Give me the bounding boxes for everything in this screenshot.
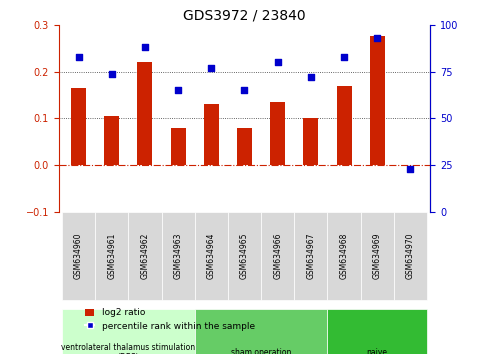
Bar [104,116,119,165]
Bar [270,102,285,165]
Bar [303,119,318,165]
Point [141,45,148,50]
FancyBboxPatch shape [62,212,95,300]
FancyBboxPatch shape [128,212,161,300]
Text: GSM634967: GSM634967 [306,233,315,279]
Text: GSM634961: GSM634961 [107,233,116,279]
Text: ventrolateral thalamus stimulation
(DBS): ventrolateral thalamus stimulation (DBS) [61,343,195,354]
FancyBboxPatch shape [95,212,128,300]
Point [240,87,248,93]
Point [108,71,116,76]
Bar [369,36,384,165]
FancyBboxPatch shape [161,212,194,300]
Point [273,59,281,65]
FancyBboxPatch shape [261,212,294,300]
Text: GSM634969: GSM634969 [372,233,381,279]
Point [340,54,347,59]
Text: GSM634964: GSM634964 [206,233,215,279]
Text: naive: naive [366,348,387,354]
FancyBboxPatch shape [393,212,426,300]
Text: sham operation: sham operation [230,348,291,354]
Text: GSM634968: GSM634968 [339,233,348,279]
Text: GSM634966: GSM634966 [273,233,282,279]
Point [372,35,380,41]
Bar [336,86,351,165]
Text: GSM634970: GSM634970 [405,233,414,279]
Text: GSM634963: GSM634963 [173,233,182,279]
Bar [137,62,152,165]
Point [406,166,413,172]
Point [306,74,314,80]
Legend: log2 ratio, percentile rank within the sample: log2 ratio, percentile rank within the s… [81,304,258,334]
Bar [170,128,185,165]
FancyBboxPatch shape [194,309,327,354]
Bar [237,128,251,165]
FancyBboxPatch shape [360,212,393,300]
FancyBboxPatch shape [327,309,426,354]
Point [75,54,82,59]
FancyBboxPatch shape [227,212,261,300]
Point [207,65,215,71]
Bar [203,104,218,165]
FancyBboxPatch shape [194,212,227,300]
Title: GDS3972 / 23840: GDS3972 / 23840 [183,8,305,22]
Bar [71,88,86,165]
Text: GSM634960: GSM634960 [74,233,83,279]
Text: GSM634962: GSM634962 [140,233,149,279]
Text: protocol: protocol [0,353,1,354]
Point [174,87,182,93]
FancyBboxPatch shape [62,309,194,354]
FancyBboxPatch shape [327,212,360,300]
FancyBboxPatch shape [294,212,327,300]
Text: GSM634965: GSM634965 [240,233,248,279]
